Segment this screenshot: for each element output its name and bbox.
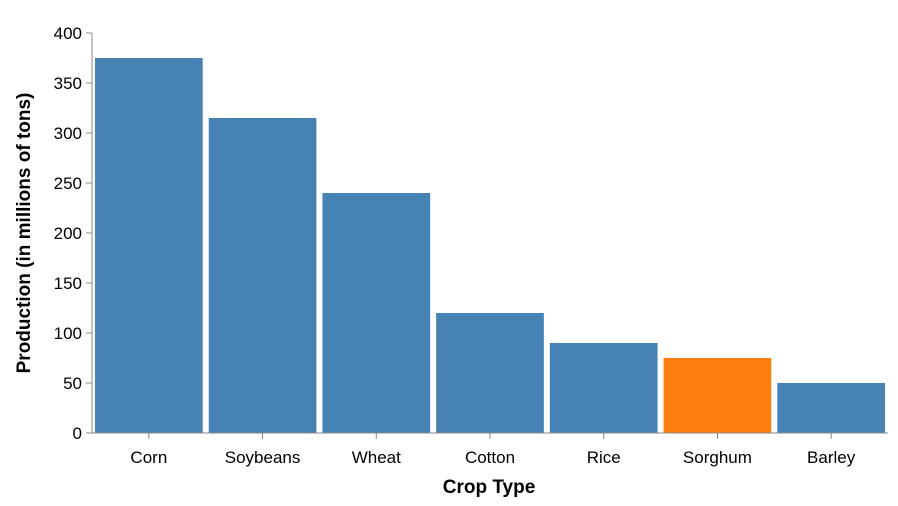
x-tick-label: Wheat [352,448,401,467]
x-axis-title: Crop Type [443,477,536,498]
bar-corn [95,58,203,433]
y-tick-label: 350 [54,74,82,93]
bar-soybeans [208,118,317,433]
x-tick-label: Cotton [465,448,515,467]
y-tick-label: 150 [54,274,82,293]
y-tick-label: 400 [54,24,82,43]
bar-cotton [436,313,544,433]
bar-rice [549,343,658,433]
x-tick-label: Barley [807,448,856,467]
bar-sorghum [663,358,772,433]
x-tick-label: Corn [130,448,167,467]
bar-wheat [322,193,431,433]
y-tick-label: 100 [54,324,82,343]
y-tick-label: 250 [54,174,82,193]
bars-group [95,58,885,433]
y-tick-label: 300 [54,124,82,143]
y-axis: 0 50 100 150 200 250 300 350 400 [54,24,93,443]
x-tick-label: Sorghum [683,448,752,467]
bar-barley [777,383,885,433]
y-axis-title: Production (in millions of tons) [14,93,35,374]
x-axis: Corn Soybeans Wheat Cotton Rice Sorghum Barley [92,432,888,467]
y-tick-label: 200 [54,224,82,243]
x-tick-label: Rice [587,448,621,467]
x-tick-label: Soybeans [225,448,301,467]
y-tick-label: 0 [73,424,82,443]
y-tick-label: 50 [63,374,82,393]
